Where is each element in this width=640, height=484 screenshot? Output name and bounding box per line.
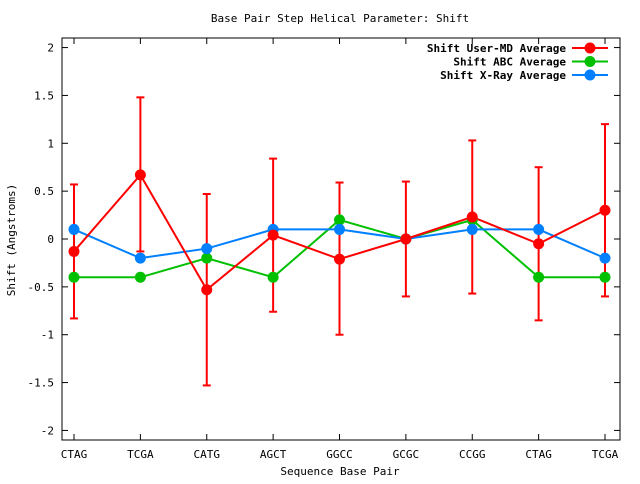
data-point-1-1 xyxy=(134,271,146,283)
y-tick-label-1: 1.5 xyxy=(34,89,54,102)
legend-label-0: Shift User-MD Average xyxy=(427,42,566,55)
data-point-0-5 xyxy=(400,233,412,245)
data-point-1-8 xyxy=(599,271,611,283)
data-point-0-0 xyxy=(68,245,80,257)
y-tick-label-6: -1 xyxy=(41,329,54,342)
x-tick-label-6: CCGG xyxy=(459,448,486,461)
legend-marker-0 xyxy=(584,42,596,54)
legend-label-2: Shift X-Ray Average xyxy=(440,69,566,82)
y-tick-label-2: 1 xyxy=(47,137,54,150)
data-point-2-0 xyxy=(68,223,80,235)
x-tick-label-1: TCGA xyxy=(127,448,154,461)
data-point-0-4 xyxy=(334,253,345,265)
y-tick-label-0: 2 xyxy=(47,42,54,55)
x-tick-label-8: TCGA xyxy=(592,448,619,461)
data-point-1-4 xyxy=(334,214,345,226)
data-point-1-3 xyxy=(267,271,279,283)
legend-marker-1 xyxy=(584,56,596,67)
x-tick-label-0: CTAG xyxy=(61,448,88,461)
data-point-1-7 xyxy=(533,271,545,283)
y-tick-label-3: 0.5 xyxy=(34,185,54,198)
x-axis-label: Sequence Base Pair xyxy=(280,465,400,478)
data-point-1-2 xyxy=(201,252,213,264)
x-tick-label-4: GGCC xyxy=(326,448,353,461)
data-point-0-1 xyxy=(134,169,146,181)
data-point-0-2 xyxy=(201,284,213,296)
data-point-0-7 xyxy=(533,238,545,250)
legend-label-1: Shift ABC Average xyxy=(453,56,566,69)
x-tick-label-7: CTAG xyxy=(525,448,552,461)
data-point-0-3 xyxy=(267,229,279,241)
plot-layer: 2 1.5 1 0.5 0 -0.5 -1 -1.5 -2 CTAG TCGA CATG AGCT GGC… xyxy=(28,37,621,461)
chart-title: Base Pair Step Helical Parameter: Shift xyxy=(211,12,469,25)
y-tick-label-4: 0 xyxy=(47,233,54,246)
y-tick-label-8: -2 xyxy=(41,424,54,437)
data-point-2-6 xyxy=(466,223,478,235)
data-point-0-8 xyxy=(599,204,611,216)
x-tick-label-2: CATG xyxy=(194,448,221,461)
data-point-2-7 xyxy=(533,223,545,235)
x-tick-label-3: AGCT xyxy=(260,448,287,461)
data-point-2-8 xyxy=(599,252,611,264)
data-point-1-0 xyxy=(68,271,80,283)
data-point-0-6 xyxy=(466,211,478,223)
data-point-2-4 xyxy=(334,223,345,235)
y-tick-label-5: -0.5 xyxy=(28,281,55,294)
y-axis-label: Shift (Angstroms) xyxy=(5,184,18,297)
x-tick-label-5: GCGC xyxy=(393,448,420,461)
data-point-2-1 xyxy=(134,252,146,264)
data-point-2-2 xyxy=(201,243,213,255)
legend-marker-2 xyxy=(584,69,596,81)
y-tick-label-7: -1.5 xyxy=(28,377,55,390)
